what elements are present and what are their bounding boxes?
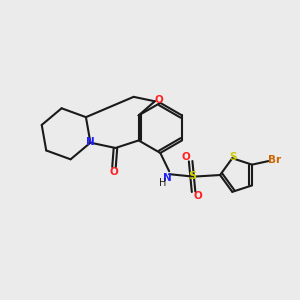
Text: N: N: [163, 173, 172, 183]
Text: S: S: [188, 171, 196, 181]
Text: O: O: [109, 167, 118, 177]
Text: Br: Br: [268, 155, 281, 165]
Text: O: O: [194, 190, 202, 201]
Text: O: O: [182, 152, 190, 162]
Text: N: N: [86, 137, 95, 147]
Text: O: O: [154, 95, 163, 105]
Text: H: H: [159, 178, 166, 188]
Text: S: S: [229, 152, 237, 162]
